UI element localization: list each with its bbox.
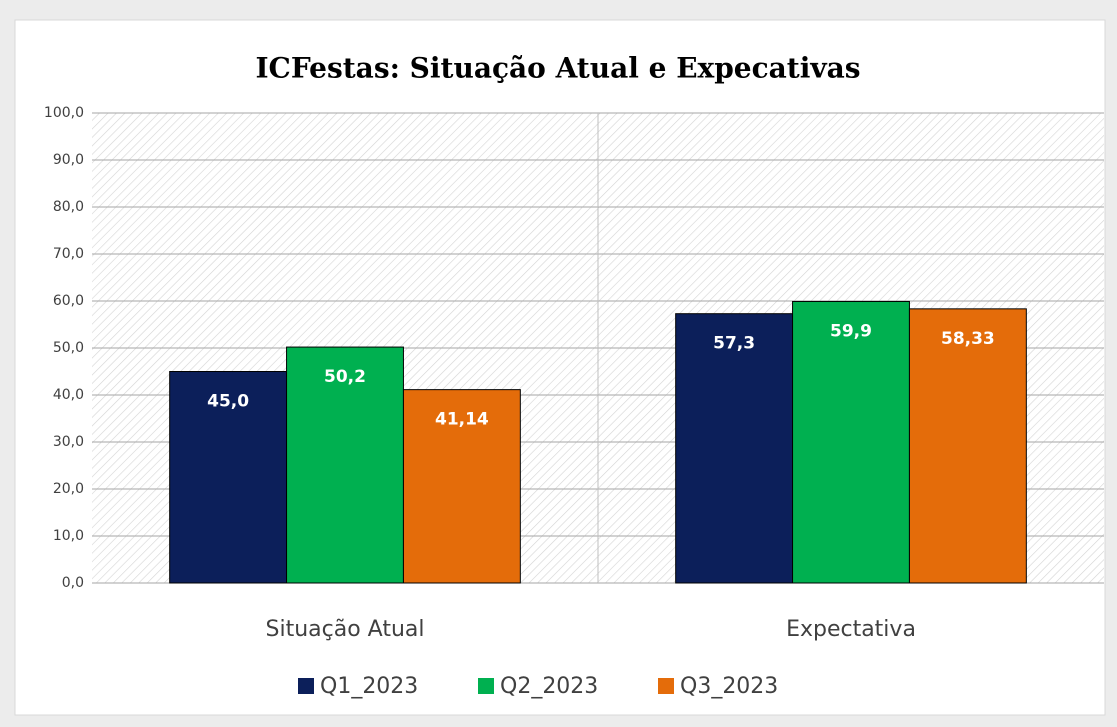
bar [908, 308, 1027, 584]
y-tick-label: 60,0 [53, 293, 84, 309]
y-tick-label: 70,0 [53, 246, 84, 262]
data-label: 41,14 [435, 410, 489, 430]
data-label: 58,33 [941, 329, 995, 349]
legend-label: Q3_2023 [680, 674, 778, 699]
y-tick-label: 80,0 [53, 199, 84, 215]
y-tick-label: 100,0 [44, 105, 84, 121]
bar [286, 346, 404, 584]
legend-swatch [478, 678, 494, 694]
y-tick-label: 0,0 [62, 575, 84, 591]
legend-label: Q2_2023 [500, 674, 598, 699]
data-label: 50,2 [324, 367, 366, 387]
y-tick-label: 30,0 [53, 434, 84, 450]
bar [792, 300, 910, 584]
y-tick-label: 50,0 [53, 340, 84, 356]
x-tick-label: Expectativa [786, 617, 916, 642]
bar [675, 313, 794, 584]
y-tick-label: 40,0 [53, 387, 84, 403]
data-label: 57,3 [713, 334, 755, 354]
data-label: 59,9 [830, 321, 872, 341]
legend-swatch [658, 678, 674, 694]
y-tick-label: 20,0 [53, 481, 84, 497]
x-tick-label: Situação Atual [266, 617, 425, 642]
data-label: 45,0 [207, 392, 249, 412]
legend-label: Q1_2023 [320, 674, 418, 699]
chart-title: ICFestas: Situação Atual e Expecativas [255, 52, 860, 85]
y-tick-label: 90,0 [53, 152, 84, 168]
bar [402, 389, 521, 584]
legend-swatch [298, 678, 314, 694]
y-tick-label: 10,0 [53, 528, 84, 544]
